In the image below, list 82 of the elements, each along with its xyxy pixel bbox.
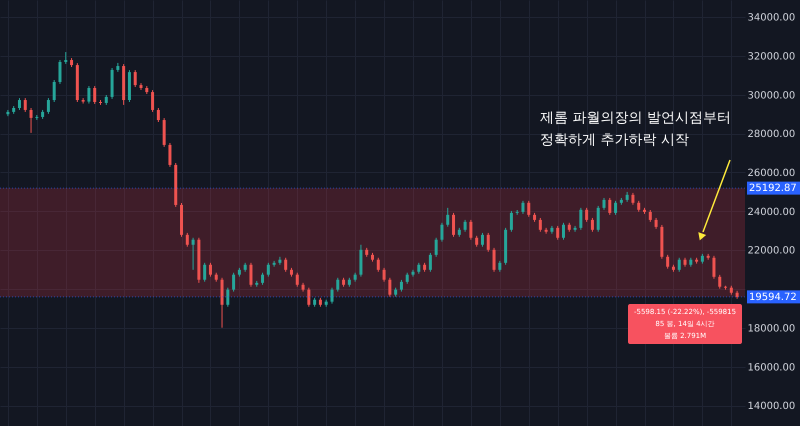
- candlestick: [486, 232, 490, 252]
- candlestick: [93, 86, 96, 104]
- candlestick: [498, 260, 502, 272]
- ref-line-label: 25192.87: [749, 183, 797, 194]
- candlestick: [24, 98, 27, 112]
- candlestick: [446, 207, 450, 228]
- candlestick: [510, 210, 513, 232]
- candlestick: [521, 200, 524, 214]
- candlestick: [186, 232, 189, 248]
- candlestick: [388, 277, 392, 298]
- candlestick: [654, 217, 658, 230]
- candlestick: [46, 98, 50, 114]
- y-tick-label: 26000.00: [748, 168, 796, 179]
- candlestick: [296, 272, 299, 288]
- candlestick: [596, 205, 600, 232]
- candlestick: [261, 272, 264, 286]
- candlestick: [87, 86, 90, 104]
- y-tick-label: 28000.00: [748, 129, 796, 140]
- candlestick: [475, 235, 478, 248]
- candlestick: [480, 232, 484, 248]
- y-tick-label: 34000.00: [748, 12, 796, 24]
- candlestick: [434, 237, 438, 258]
- y-tick-label: 24000.00: [748, 206, 796, 218]
- candlestick: [464, 219, 467, 232]
- candlestick: [585, 207, 588, 222]
- candlestick: [382, 267, 386, 282]
- candlestick: [203, 262, 206, 282]
- candlestick: [400, 279, 403, 292]
- candlestick: [249, 262, 252, 288]
- candlestick: [556, 225, 560, 240]
- candlestick: [208, 262, 212, 278]
- candlestick: [608, 197, 612, 216]
- candlestick: [527, 200, 530, 218]
- candlestick: [492, 247, 496, 272]
- ref-line-label: 19594.72: [749, 292, 797, 303]
- candlestick: [452, 212, 456, 238]
- candlestick: [52, 80, 56, 102]
- candlestick: [151, 90, 154, 112]
- candlestick: [626, 191, 629, 202]
- y-tick-label: 32000.00: [748, 51, 796, 62]
- candlestick: [648, 209, 652, 222]
- candlestick: [336, 277, 340, 292]
- candlestick: [192, 237, 195, 270]
- candlestick: [232, 272, 236, 292]
- candlestick: [168, 142, 172, 168]
- candlestick: [538, 217, 542, 232]
- candlestick: [417, 262, 420, 274]
- candlestick: [30, 108, 33, 134]
- candlestick: [712, 255, 716, 280]
- candlestick: [58, 60, 62, 84]
- candlestick: [330, 287, 334, 304]
- candlestick: [666, 254, 670, 270]
- candlestick: [406, 272, 409, 284]
- y-tick-label: 16000.00: [748, 362, 796, 374]
- candlestick: [637, 200, 640, 212]
- candlestick: [284, 257, 288, 272]
- candlestick: [64, 52, 68, 64]
- candlestick: [226, 287, 230, 308]
- y-tick-label: 30000.00: [748, 90, 796, 102]
- candlestick: [678, 257, 681, 272]
- candlestick: [156, 108, 160, 122]
- candlestick: [376, 257, 380, 272]
- candlestick: [602, 197, 606, 210]
- candlestick: [562, 222, 565, 240]
- candlestick: [700, 253, 704, 264]
- candlestick: [440, 222, 444, 242]
- candlestick: [307, 287, 310, 308]
- candlestick: [631, 192, 634, 206]
- candlestick: [590, 217, 594, 232]
- y-tick-label: 14000.00: [748, 401, 796, 412]
- candlestick: [104, 94, 108, 106]
- candlestick: [428, 252, 432, 272]
- candlestick: [579, 207, 582, 230]
- candlestick: [614, 200, 618, 216]
- y-tick-label: 18000.00: [748, 323, 796, 334]
- annotation: 제롬 파월의장의 발언시점부터 정확하게 추가하락 시작: [540, 110, 731, 148]
- candlestick: [469, 219, 472, 240]
- candlestick: [266, 262, 270, 278]
- y-tick-label: 22000.00: [748, 246, 796, 257]
- candlestick: [718, 274, 722, 290]
- candlestick: [18, 98, 21, 110]
- candlestick: [134, 70, 137, 88]
